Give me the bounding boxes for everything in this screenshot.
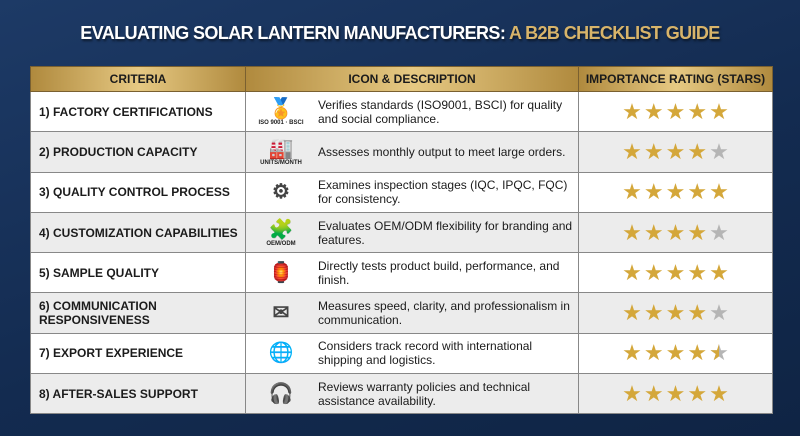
star-icon: ★ xyxy=(622,138,642,164)
star-icon: ★ xyxy=(622,380,642,406)
star-icon: ★ xyxy=(622,300,642,326)
star-icon: ★ xyxy=(622,98,642,124)
criteria-cell: 4) Customization Capabilities xyxy=(30,211,246,254)
header-criteria: CRITERIA xyxy=(30,66,246,92)
rating-cell: ★★★★★ xyxy=(578,373,773,415)
rating-cell: ★★★★★ xyxy=(578,171,773,213)
star-icon: ★ xyxy=(687,179,708,205)
star-icon: ★ xyxy=(687,98,708,124)
star-icon: ★ xyxy=(622,340,642,366)
star-icon: ★ xyxy=(709,300,729,326)
rating-cell: ★★★★★ xyxy=(578,90,773,133)
rating-cell: ★★★★★ xyxy=(578,252,773,294)
table-row: 1) Factory Certifications 🏅 ISO 9001 · BS… xyxy=(30,90,773,133)
star-icon: ★ xyxy=(643,259,664,285)
table-row: 7) Export Experience 🌐 Considers track r… xyxy=(30,332,773,375)
star-icon: ★ xyxy=(709,138,729,164)
icon-label: OEM/ODM xyxy=(266,240,296,247)
criteria-cell: 3) Quality Control Process xyxy=(30,171,246,213)
title-accent: A B2B CHECKLIST GUIDE xyxy=(508,23,720,43)
star-icon: ★ xyxy=(643,98,664,124)
table-row: 5) Sample Quality 🏮 Directly tests produ… xyxy=(30,252,773,294)
description-text: Reviews warranty policies and technical … xyxy=(318,379,531,408)
checklist-table: CRITERIA ICON & DESCRIPTION IMPORTANCE R… xyxy=(30,66,773,415)
rating-cell: ★★★★★ xyxy=(578,131,773,173)
table-row: 3) Quality Control Process ⚙ Examines in… xyxy=(30,171,773,213)
rating-cell: ★★★★★ xyxy=(578,292,773,334)
iso-bsci-badge-icon: 🏅 ISO 9001 · BSCI xyxy=(258,97,304,126)
icon-label: UNITS/MONTH xyxy=(260,159,302,166)
description-text: Directly tests product build, performanc… xyxy=(318,258,560,287)
description-text: Verifies standards (ISO9001, BSCI) for q… xyxy=(318,97,563,126)
description-cell: 🧩 OEM/ODM Evaluates OEM/ODM flexibility f… xyxy=(245,211,579,254)
description-text: Assesses monthly output to meet large or… xyxy=(318,144,566,159)
puzzle-gear-icon: 🧩 OEM/ODM xyxy=(266,218,296,247)
description-cell: 🏮 Directly tests product build, performa… xyxy=(245,252,579,294)
header-description: ICON & DESCRIPTION xyxy=(245,66,579,92)
description-text: Considers track record with internationa… xyxy=(318,339,533,368)
criteria-cell: 6) Communication Responsiveness xyxy=(30,292,246,334)
lantern-check-icon: 🏮 xyxy=(268,261,294,284)
globe-ship-icon: 🌐 xyxy=(268,342,294,365)
description-text: Examines inspection stages (IQC, IPQC, F… xyxy=(318,178,568,207)
star-icon: ★ xyxy=(643,300,664,326)
star-icon: ★ xyxy=(687,219,708,245)
criteria-cell: 2) Production Capacity xyxy=(30,131,246,173)
star-icon: ★ xyxy=(665,340,686,366)
star-icon: ★ xyxy=(709,342,729,365)
star-icon: ★ xyxy=(622,179,642,205)
star-icon: ★ xyxy=(709,179,729,205)
star-icon: ★ xyxy=(709,219,729,245)
star-icon: ★ xyxy=(622,219,642,245)
description-cell: ⚙ Examines inspection stages (IQC, IPQC,… xyxy=(245,171,579,213)
criteria-cell: 5) Sample Quality xyxy=(30,252,246,294)
table-row: 2) Production Capacity 🏭 UNITS/MONTH Asse… xyxy=(30,131,773,173)
star-icon: ★ xyxy=(687,340,708,366)
star-icon: ★ xyxy=(665,300,686,326)
table-row: 8) After-Sales Support 🎧 Reviews warrant… xyxy=(30,373,773,415)
gear-magnifier-icon: ⚙ xyxy=(272,181,290,204)
star-icon: ★ xyxy=(709,259,729,285)
star-icon: ★ xyxy=(687,138,708,164)
star-icon: ★ xyxy=(643,138,664,164)
star-icon: ★ xyxy=(643,179,664,205)
star-icon: ★ xyxy=(665,259,686,285)
factory-icon: 🏭 UNITS/MONTH xyxy=(260,137,302,166)
star-icon: ★ xyxy=(665,179,686,205)
chat-clock-mail-icon: ✉ xyxy=(272,302,290,325)
rating-cell: ★★★★★ xyxy=(578,211,773,254)
criteria-cell: 7) Export Experience xyxy=(30,332,246,375)
star-icon: ★ xyxy=(687,300,708,326)
criteria-cell: 8) After-Sales Support xyxy=(30,373,246,415)
icon-label: ISO 9001 · BSCI xyxy=(258,119,304,126)
description-cell: 🌐 Considers track record with internatio… xyxy=(245,332,579,375)
star-icon: ★ xyxy=(709,380,729,406)
page-title: EVALUATING SOLAR LANTERN MANUFACTURERS: … xyxy=(20,22,780,44)
description-cell: ✉ Measures speed, clarity, and professio… xyxy=(245,292,579,334)
headset-icon: 🎧 xyxy=(268,382,294,405)
star-icon: ★ xyxy=(643,380,664,406)
description-cell: 🏭 UNITS/MONTH Assesses monthly output to … xyxy=(245,131,579,173)
description-text: Evaluates OEM/ODM flexibility for brandi… xyxy=(318,218,573,247)
description-text: Measures speed, clarity, and professiona… xyxy=(318,299,570,328)
criteria-cell: 1) Factory Certifications xyxy=(30,90,246,133)
description-cell: 🎧 Reviews warranty policies and technica… xyxy=(245,373,579,415)
rating-cell: ★★★★★ xyxy=(578,332,773,375)
title-main: EVALUATING SOLAR LANTERN MANUFACTURERS: xyxy=(80,23,506,43)
header-rating: IMPORTANCE RATING (STARS) xyxy=(578,66,773,92)
description-cell: 🏅 ISO 9001 · BSCI Verifies standards (ISO… xyxy=(245,90,579,133)
star-icon: ★ xyxy=(687,259,708,285)
star-icon: ★ xyxy=(665,138,686,164)
star-icon: ★ xyxy=(665,380,686,406)
table-row: 4) Customization Capabilities 🧩 OEM/ODM E… xyxy=(30,211,773,254)
table-row: 6) Communication Responsiveness ✉ Measur… xyxy=(30,292,773,334)
star-icon: ★ xyxy=(643,219,664,245)
star-icon: ★ xyxy=(622,259,642,285)
star-icon: ★ xyxy=(665,219,686,245)
star-icon: ★ xyxy=(665,98,686,124)
star-icon: ★ xyxy=(687,380,708,406)
star-icon: ★ xyxy=(643,340,664,366)
star-icon: ★ xyxy=(709,98,729,124)
